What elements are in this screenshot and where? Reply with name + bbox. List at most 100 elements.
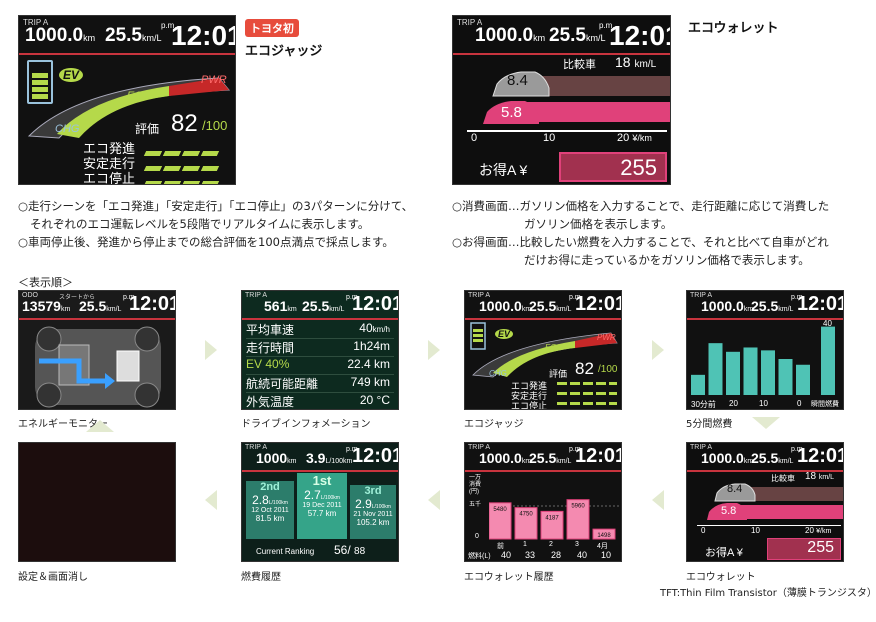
fuel-bar [778,359,793,395]
wallet-history-value-label: 5960 [571,504,585,510]
fuel-history-caption: 燃費履歴 [241,572,281,583]
wallet-history-chart: 5480 4750 4187 5960 1498 [489,499,619,540]
wallet-history-bar [566,499,590,540]
eco-stop-row: エコ停止 [83,168,233,184]
eco-judge-small-caption: エコジャッジ [464,419,524,430]
fuel-bar [821,326,835,395]
drive-info-screen: TRIP A 561km 25.5km/L p.m. 12:01 平均車速 40k… [241,290,399,410]
prev-arrow-3 [652,490,664,510]
scale-tick-10: 10 [543,132,556,144]
eco-gauge-small-icon [470,322,618,378]
down-arrow [752,417,780,429]
eco-wallet-small-caption: エコウォレット [686,572,756,583]
vehicle-energy-diagram-icon [35,326,161,408]
header-divider [453,53,670,55]
next-arrow-2 [428,340,440,360]
tft-footnote: TFT:Thin Film Transistor（薄膜トランジスタ） [660,588,876,599]
savings-label: お得A ¥ [479,162,528,178]
economy-value: 25.5km/L [549,25,606,46]
wallet-history-bar [540,510,564,540]
settings-blank-screen [18,442,176,562]
prev-arrow-1 [205,490,217,510]
wallet-history-bar [489,502,512,540]
five-minute-fuel-caption: 5分間燃費 [686,419,733,430]
eco-judge-description: ○走行シーンを「エコ発進」「安定走行」「エコ停止」の3パターンに分けて、 それぞ… [18,199,414,249]
wallet-history-value-label: 4187 [545,515,559,521]
chg-label: CHG [55,123,80,135]
pm-label: p.m. [599,21,615,30]
ghost-car-icon [492,71,550,97]
header-divider [19,53,235,55]
five-minute-fuel-screen: TRIP A 1000.0km 25.5km/L p.m. 12:01 40 3… [686,290,844,410]
eco-gauge-icon [27,77,231,139]
energy-monitor-caption: エネルギーモニター [18,419,108,430]
settings-caption: 設定＆画面消し [18,572,88,583]
eco-wallet-description: ○消費画面…ガソリン価格を入力することで、走行距離に応じて消費した ガソリン価格… [452,199,830,267]
own-value: 5.8 [501,104,522,121]
scale-tick-20: 20 ¥/km [617,132,652,144]
avg-speed-row: 平均車速 40km/h [246,321,394,339]
eco-wallet-history-caption: エコウォレット履歴 [464,572,554,583]
display-order-label: ＜表示順＞ [18,276,73,289]
trip-label: TRIP A [457,18,483,27]
score-max: /100 [202,118,228,133]
economy-value: 25.5km/L [105,25,162,46]
battery-icon [27,60,53,104]
savings-box: 255 [559,152,667,182]
rank-card-2nd: 2nd 2.8L/100km 12 Oct 2011 81.5 km [246,481,294,539]
fuel-bar [708,343,723,395]
rank-card-1st: 1st 2.7L/100km 19 Dec 2011 57.7 km [297,473,347,539]
next-arrow-1 [205,340,217,360]
up-arrow [86,420,114,432]
score-value: 82 [171,110,198,137]
savings-value: 255 [620,155,657,180]
scale-tick-0: 0 [471,132,478,144]
next-arrow-3 [652,340,664,360]
wallet-history-value-label: 4750 [519,512,533,518]
distance-value: 1000.0km [25,25,96,46]
range-row: 航続可能距離 749 km [246,375,394,393]
ev-ratio-row: EV 40% 22.4 km [246,357,394,375]
drive-time-row: 走行時間 1h24m [246,339,394,357]
fuel-bar [691,374,705,395]
trip-label: TRIP A [23,18,49,27]
eco-wallet-small-screen: TRIP A 1000.0km 25.5km/L p.m. 12:01 比較車 … [686,442,844,562]
fuel-bar [726,351,740,395]
ghost-car-small-icon [714,483,756,502]
prev-arrow-2 [428,490,440,510]
five-minute-fuel-bars [691,326,835,395]
eco-judge-title: エコジャッジ [245,44,323,59]
score-label: 評価 [135,122,160,136]
wallet-history-bar [592,528,616,540]
scale-bar [467,130,667,144]
compare-bar [513,76,670,96]
drive-info-caption: ドライブインフォメーション [241,419,371,430]
compare-value: 18 km/L [615,54,657,70]
eco-judge-screen: TRIP A 1000.0km 25.5km/L p.m. 12:01 EV E… [18,15,236,185]
fuel-history-screen: TRIP A 1000km 3.9L/100km p.m. 12:01 2nd … [241,442,399,562]
compare-label: 比較車 [563,59,596,71]
ev-label: EV [59,68,84,82]
own-car-small-icon [707,503,747,520]
clock: 12:01 [609,20,670,51]
steady-drive-row: 安定走行 [83,153,233,171]
pm-label: p.m. [161,21,177,30]
fuel-bar [796,364,810,395]
wallet-history-value-label: 1498 [597,533,611,539]
distance-value: 1000.0km [475,25,546,46]
own-car-icon [483,101,539,124]
outside-temp-row: 外気温度 20 °C [246,393,390,409]
fuel-bar [743,347,758,395]
eco-label: ECO [127,90,151,102]
fuel-bar [761,350,775,395]
pwr-label: PWR [201,74,227,86]
rank-card-3rd: 3rd 2.9L/100km 21 Nov 2011 105.2 km [350,485,396,539]
ghost-value: 8.4 [507,72,528,89]
wallet-history-bar [514,507,538,540]
wallet-history-value-label: 5480 [493,507,507,513]
eco-wallet-history-screen: TRIP A 1000.0km 25.5km/L p.m. 12:01 一万 消… [464,442,622,562]
eco-start-row: エコ発進 [83,138,233,156]
eco-wallet-title: エコウォレット [688,21,779,36]
own-bar [523,102,670,122]
energy-monitor-screen: ODO スタートから 13579km 25.5km/L p.m. 12:01 [18,290,176,410]
